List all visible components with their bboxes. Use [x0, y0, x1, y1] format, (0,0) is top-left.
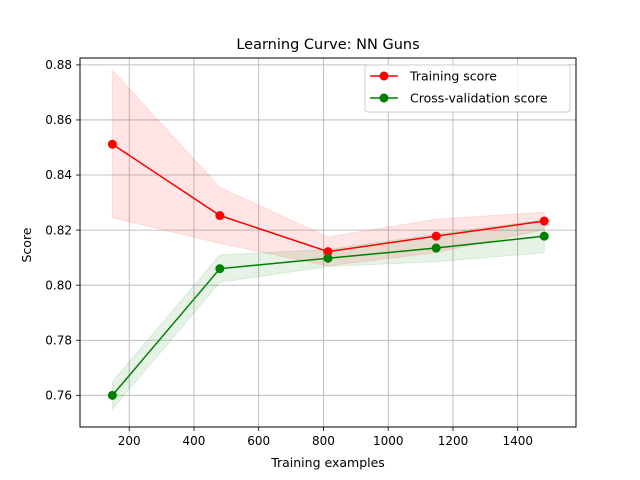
grid-lines: [80, 58, 576, 427]
point-training: [431, 231, 441, 241]
plot-area: [80, 58, 576, 427]
x-axis-ticks: 200 400 600 800 1000 1200 1400: [118, 427, 533, 448]
point-training: [107, 139, 117, 149]
x-tick-label: 1000: [373, 434, 404, 448]
point-cv: [215, 264, 225, 274]
point-cv: [323, 253, 333, 263]
x-tick-label: 200: [118, 434, 141, 448]
chart-title: Learning Curve: NN Guns: [236, 37, 419, 53]
x-tick-label: 800: [312, 434, 335, 448]
y-axis-label: Score: [19, 227, 34, 262]
y-axis-ticks: 0.76 0.78 0.80 0.82 0.84 0.86 0.88: [45, 58, 80, 403]
plot-frame: [79, 57, 577, 428]
point-cv: [431, 243, 441, 253]
legend-label-training: Training score: [409, 69, 497, 84]
y-tick-label: 0.88: [45, 58, 72, 72]
y-tick-label: 0.76: [45, 389, 72, 403]
point-cv: [539, 231, 549, 241]
x-tick-label: 1200: [438, 434, 469, 448]
y-tick-label: 0.84: [45, 168, 72, 182]
point-cv: [107, 390, 117, 400]
legend-marker-cv: [379, 93, 389, 103]
x-axis-label: Training examples: [270, 455, 385, 470]
y-tick-label: 0.80: [45, 278, 72, 292]
plot-background: [80, 58, 576, 427]
x-tick-label: 600: [247, 434, 270, 448]
x-tick-label: 400: [183, 434, 206, 448]
y-tick-label: 0.82: [45, 223, 72, 237]
legend-label-cv: Cross-validation score: [410, 91, 548, 106]
point-training: [323, 247, 333, 257]
series-points: [107, 139, 549, 400]
y-tick-label: 0.86: [45, 113, 72, 127]
legend: Training score Cross-validation score: [364, 64, 571, 113]
legend-box: [364, 64, 571, 113]
point-training: [539, 216, 549, 226]
legend-marker-training: [379, 71, 389, 81]
y-tick-label: 0.78: [45, 333, 72, 347]
point-training: [215, 211, 225, 221]
x-tick-label: 1400: [502, 434, 533, 448]
